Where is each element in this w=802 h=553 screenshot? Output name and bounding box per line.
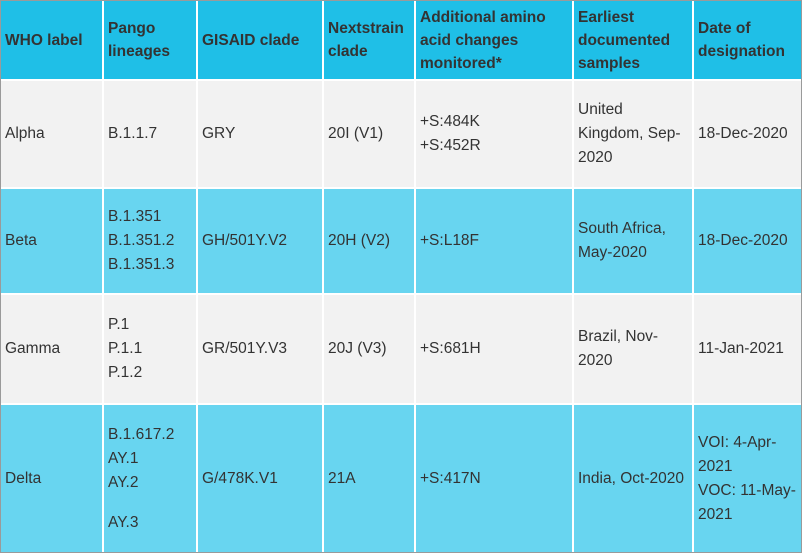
cell-line: B.1.351.2 — [108, 232, 175, 249]
cell: Delta — [1, 405, 102, 552]
cell: Brazil, Nov-2020 — [574, 295, 692, 403]
cell-line: AY.3 — [108, 513, 139, 531]
header-cell: Pango lineages — [104, 1, 196, 79]
cell: B.1.351 B.1.351.2 B.1.351.3 — [104, 189, 196, 293]
cell: GRY — [198, 81, 322, 187]
cell: +S:681H — [416, 295, 572, 403]
cell: +S:L18F — [416, 189, 572, 293]
cell: United Kingdom, Sep-2020 — [574, 81, 692, 187]
header-cell: GISAID clade — [198, 1, 322, 79]
cell-line: +S:452R — [420, 137, 481, 154]
cell-line: 18-Dec-2020 — [698, 125, 788, 142]
cell: B.1.1.7 — [104, 81, 196, 187]
cell-line: +S:417N — [420, 469, 481, 487]
header-cell: Additional amino acid changes monitored* — [416, 1, 572, 79]
cell: GR/501Y.V3 — [198, 295, 322, 403]
cell-line: B.1.351 — [108, 208, 162, 225]
cell: B.1.617.2 AY.1 AY.2 AY.3 — [104, 405, 196, 552]
cell-line: VOC: 11-May-2021 — [698, 481, 796, 523]
cell-line: P.1 — [108, 316, 130, 333]
header-cell: Date of designation — [694, 1, 801, 79]
cell-line: 18-Dec-2020 — [698, 232, 788, 249]
cell: 18-Dec-2020 — [694, 189, 801, 293]
header-cell: Nextstrain clade — [324, 1, 414, 79]
cell: South Africa, May-2020 — [574, 189, 692, 293]
cell: Beta — [1, 189, 102, 293]
cell: Alpha — [1, 81, 102, 187]
cell: +S:417N — [416, 405, 572, 552]
table-row: Gamma P.1 P.1.1 P.1.2 GR/501Y.V3 20J (V3) +S:6… — [1, 295, 801, 403]
cell-line: +S:484K — [420, 113, 480, 130]
cell-line: 11-Jan-2021 — [698, 340, 784, 357]
cell: VOI: 4-Apr-2021 VOC: 11-May-2021 — [694, 405, 801, 552]
cell-line: B.1.351.3 — [108, 256, 175, 273]
cell-line: B.1.1.7 — [108, 125, 158, 142]
cell: +S:484K +S:452R — [416, 81, 572, 187]
header-cell: Earliest documented samples — [574, 1, 692, 79]
cell: Gamma — [1, 295, 102, 403]
cell: 20I (V1) — [324, 81, 414, 187]
cell: 20H (V2) — [324, 189, 414, 293]
cell-line: +S:L18F — [420, 232, 480, 249]
table-row: Alpha B.1.1.7 GRY 20I (V1) +S:484K +S:452R Uni… — [1, 81, 801, 187]
cell-line: P.1.2 — [108, 364, 143, 381]
cell-line: AY.1 — [108, 449, 139, 467]
header-cell: WHO label — [1, 1, 102, 79]
table-row: Delta B.1.617.2 AY.1 AY.2 AY.3 G/478K.V1 21A +S… — [1, 405, 801, 552]
cell-line: VOI: 4-Apr-2021 — [698, 433, 777, 475]
cell: G/478K.V1 — [198, 405, 322, 552]
table-row: Beta B.1.351 B.1.351.2 B.1.351.3 GH/501Y.V2 2… — [1, 189, 801, 293]
cell-line: P.1.1 — [108, 340, 143, 357]
cell-line: +S:681H — [420, 340, 481, 357]
cell: P.1 P.1.1 P.1.2 — [104, 295, 196, 403]
cell: India, Oct-2020 — [574, 405, 692, 552]
cell: 20J (V3) — [324, 295, 414, 403]
cell-line: AY.2 — [108, 473, 139, 491]
cell: 18-Dec-2020 — [694, 81, 801, 187]
cell-line: B.1.617.2 — [108, 425, 175, 443]
cell: 21A — [324, 405, 414, 552]
cell: 11-Jan-2021 — [694, 295, 801, 403]
cell: GH/501Y.V2 — [198, 189, 322, 293]
